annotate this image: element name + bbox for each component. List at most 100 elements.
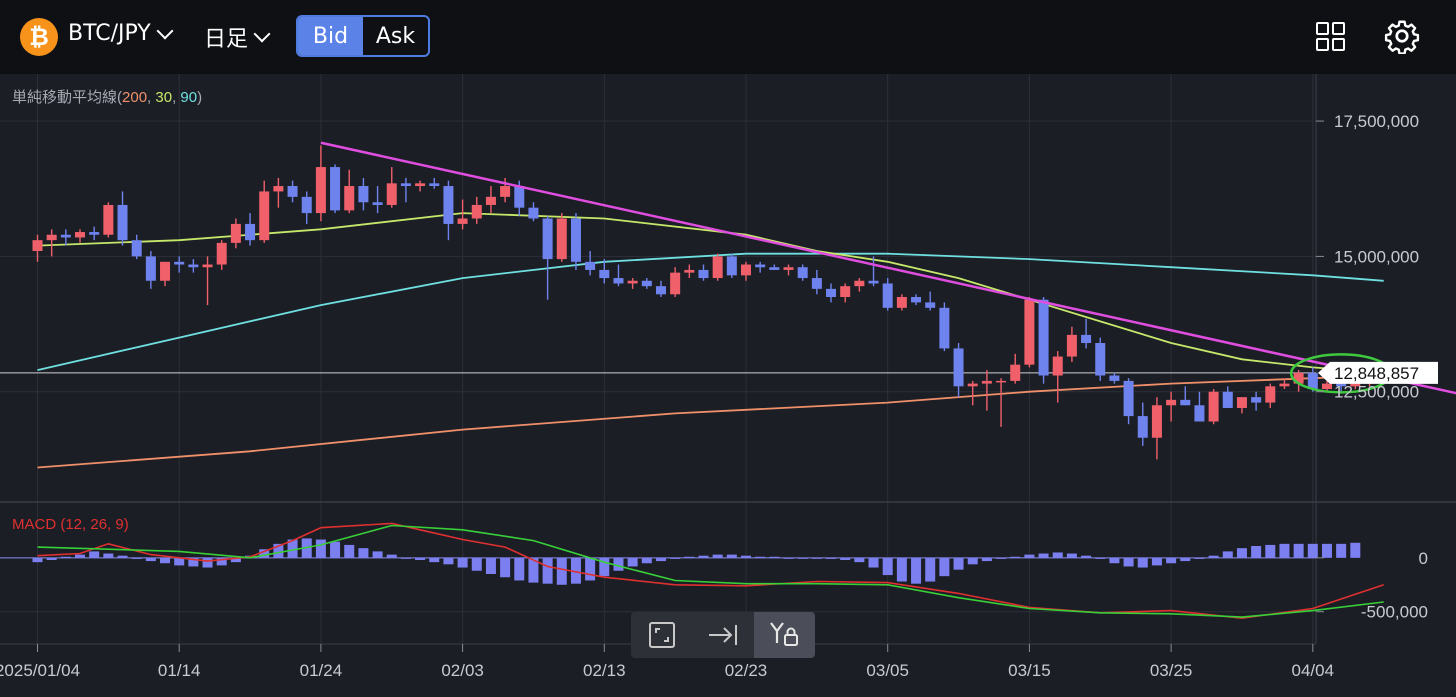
candlesticks bbox=[33, 143, 1456, 460]
candle-body bbox=[472, 205, 482, 219]
macd-histogram-bar bbox=[1138, 558, 1148, 568]
candle-body bbox=[1322, 384, 1332, 389]
macd-histogram-bar bbox=[1308, 544, 1318, 558]
macd-histogram-bar bbox=[826, 558, 836, 559]
candle-body bbox=[1308, 373, 1318, 389]
candle-body bbox=[1124, 381, 1134, 416]
candle-body bbox=[61, 235, 71, 238]
candle-body bbox=[784, 267, 794, 270]
macd-line bbox=[38, 523, 1384, 618]
candle-body bbox=[146, 256, 156, 280]
macd-histogram-bar bbox=[1095, 558, 1105, 559]
candle-body bbox=[840, 286, 850, 297]
candle-body bbox=[500, 186, 510, 197]
gear-icon[interactable] bbox=[1384, 18, 1420, 54]
time-axis-label: 02/13 bbox=[583, 661, 626, 680]
macd-histogram-bar bbox=[1279, 544, 1289, 558]
macd-histogram-bar bbox=[1010, 557, 1020, 558]
candle-body bbox=[132, 240, 142, 256]
candle-body bbox=[854, 281, 864, 286]
moving-average-lines bbox=[0, 213, 1384, 467]
candle-body bbox=[1237, 397, 1247, 408]
candle-body bbox=[288, 186, 298, 197]
candle-body bbox=[713, 256, 723, 278]
macd-histogram-bar bbox=[755, 557, 765, 558]
macd-histogram-bar bbox=[330, 542, 340, 558]
layout-grid-icon[interactable] bbox=[1316, 22, 1346, 52]
macd-histogram-bar bbox=[429, 558, 439, 562]
y-axis-lock-button[interactable] bbox=[754, 612, 815, 658]
candle-body bbox=[1279, 384, 1289, 387]
macd-histogram-bar bbox=[89, 551, 99, 557]
time-axis-label: 02/23 bbox=[725, 661, 768, 680]
candle-body bbox=[358, 186, 368, 202]
candle-body bbox=[118, 205, 128, 240]
candle-body bbox=[188, 265, 198, 268]
price-axis-label: 17,500,000 bbox=[1334, 112, 1419, 131]
macd-histogram-bar bbox=[684, 557, 694, 558]
candle-body bbox=[656, 286, 666, 294]
candle-body bbox=[1138, 416, 1148, 438]
timeframe-selector[interactable]: 日足 bbox=[204, 21, 268, 53]
price-chart[interactable]: 17,500,00015,000,00012,500,00012,848,857… bbox=[0, 74, 1456, 693]
candle-body bbox=[47, 235, 57, 240]
macd-histogram-bar bbox=[1166, 558, 1176, 563]
bid-button[interactable]: Bid bbox=[298, 17, 363, 55]
macd-histogram-bar bbox=[118, 556, 128, 558]
macd-lines bbox=[38, 523, 1384, 618]
pair-selector[interactable]: BTC/JPY bbox=[68, 21, 171, 46]
macd-histogram-bar bbox=[982, 558, 992, 561]
candle-body bbox=[911, 297, 921, 302]
candle-body bbox=[996, 381, 1006, 383]
bid-ask-toggle: Bid Ask bbox=[296, 15, 430, 57]
macd-histogram-bar bbox=[1209, 556, 1219, 558]
candle-body bbox=[89, 232, 99, 235]
candle-body bbox=[613, 278, 623, 283]
candle-body bbox=[755, 265, 765, 268]
sma200-line bbox=[38, 376, 1384, 468]
candle-body bbox=[798, 267, 808, 278]
candle-body bbox=[273, 186, 283, 191]
macd-histogram-bar bbox=[897, 558, 907, 582]
scroll-to-latest-button[interactable] bbox=[692, 612, 753, 658]
macd-histogram-bar bbox=[1180, 558, 1190, 561]
macd-histogram-bar bbox=[358, 548, 368, 558]
macd-histogram-bar bbox=[514, 558, 524, 581]
candle-body bbox=[869, 281, 879, 284]
candle-body bbox=[939, 308, 949, 349]
time-axis-label: 03/05 bbox=[866, 661, 909, 680]
candle-body bbox=[925, 302, 935, 307]
macd-histogram-bar bbox=[968, 558, 978, 564]
chart-axes: 17,500,00015,000,00012,500,00012,848,857… bbox=[0, 112, 1438, 680]
candle-body bbox=[387, 183, 397, 205]
macd-histogram-bar bbox=[642, 558, 652, 563]
macd-histogram-bar bbox=[146, 558, 156, 561]
candle-body bbox=[231, 224, 241, 243]
arrow-to-end-icon bbox=[706, 621, 740, 649]
price-axis-label: 15,000,000 bbox=[1334, 247, 1419, 266]
macd-histogram-bar bbox=[840, 558, 850, 560]
candle-body bbox=[458, 219, 468, 224]
candle-body bbox=[897, 297, 907, 308]
macd-histogram-bar bbox=[812, 558, 822, 559]
candle-body bbox=[1081, 335, 1091, 343]
candle-body bbox=[1265, 386, 1275, 402]
pair-label: BTC/JPY bbox=[68, 21, 151, 46]
candle-body bbox=[968, 384, 978, 387]
macd-axis-label: -500,000 bbox=[1361, 603, 1428, 622]
macd-histogram-bar bbox=[1024, 555, 1034, 558]
candle-body bbox=[599, 270, 609, 278]
macd-histogram-bar bbox=[1109, 558, 1119, 563]
candle-body bbox=[514, 186, 524, 208]
ask-button[interactable]: Ask bbox=[363, 17, 428, 55]
current-price-label: 12,848,857 bbox=[1334, 364, 1419, 383]
macd-histogram-bar bbox=[656, 558, 666, 561]
candle-body bbox=[571, 219, 581, 262]
macd-histogram-bar bbox=[939, 558, 949, 576]
chevron-down-icon bbox=[156, 22, 173, 39]
macd-histogram-bar bbox=[869, 558, 879, 568]
macd-histogram-bar bbox=[458, 558, 468, 568]
fit-screen-button[interactable] bbox=[631, 612, 692, 658]
candle-body bbox=[217, 243, 227, 265]
